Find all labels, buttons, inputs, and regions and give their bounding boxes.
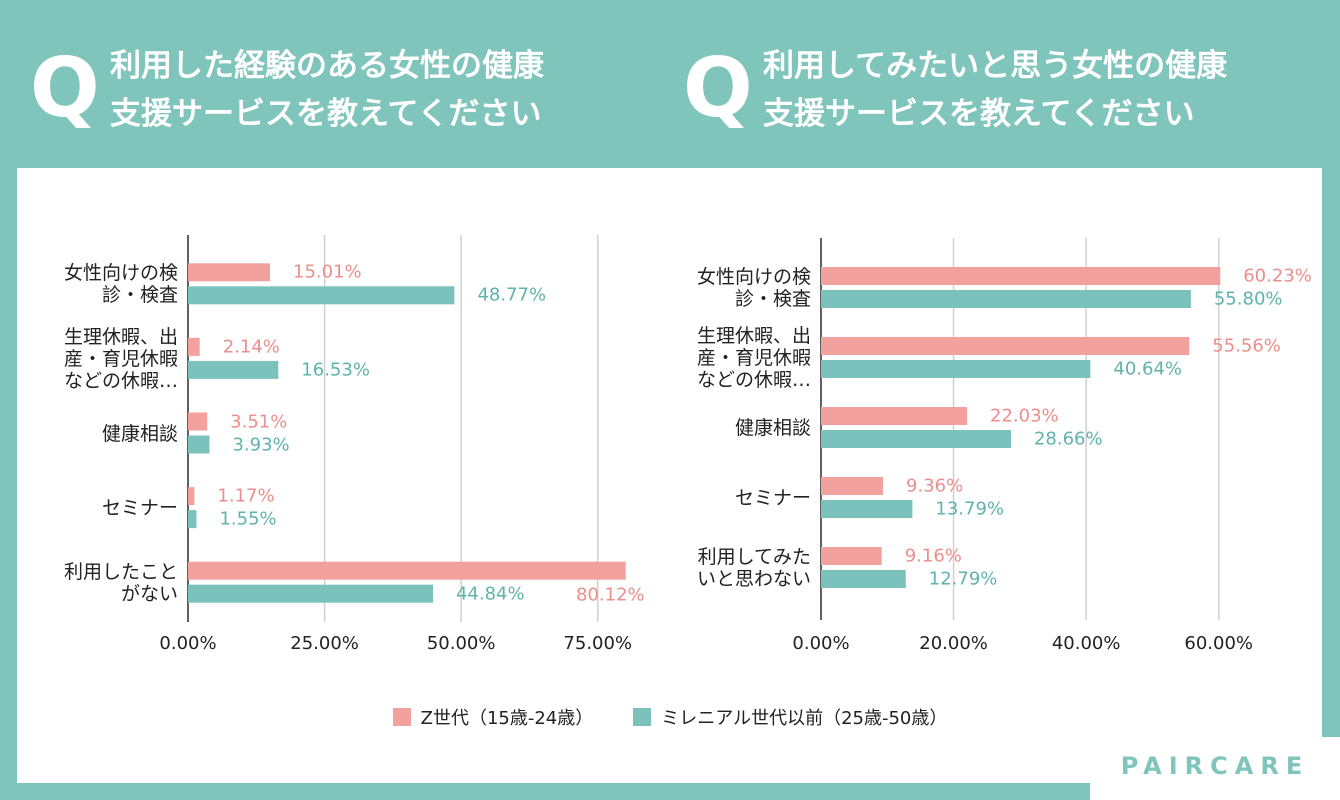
value-label: 3.93% bbox=[232, 434, 290, 455]
x-tick-label: 40.00% bbox=[1051, 633, 1121, 654]
legend: Z世代（15歳-24歳） ミレニアル世代以前（25歳-50歳） bbox=[0, 704, 1340, 730]
bar bbox=[821, 360, 1091, 378]
brand: PAIRCARE bbox=[1120, 752, 1310, 780]
y-tick-label: 健康相談 bbox=[734, 417, 811, 439]
y-tick-label: セミナー bbox=[101, 497, 178, 520]
value-label: 9.16% bbox=[904, 545, 962, 567]
x-tick-label: 25.00% bbox=[290, 633, 359, 654]
legend-label: ミレニアル世代以前（25歳-50歳） bbox=[661, 708, 948, 729]
brand-tab bbox=[1090, 737, 1340, 800]
bar bbox=[188, 487, 195, 506]
value-label: 22.03% bbox=[990, 405, 1059, 427]
y-tick-label: 利用してみた いと思わない bbox=[696, 546, 811, 590]
value-label: 44.84% bbox=[455, 583, 525, 605]
bar bbox=[188, 360, 279, 379]
bar bbox=[821, 267, 1221, 285]
bar bbox=[821, 570, 906, 588]
value-label: 12.79% bbox=[928, 568, 998, 590]
legend-item: ミレニアル世代以前（25歳-50歳） bbox=[633, 704, 947, 730]
bar bbox=[821, 547, 882, 565]
bar bbox=[821, 407, 968, 425]
value-label: 40.64% bbox=[1113, 358, 1183, 380]
bar bbox=[188, 435, 210, 454]
value-label: 28.66% bbox=[1033, 428, 1103, 450]
value-label: 1.55% bbox=[219, 508, 277, 530]
bar bbox=[188, 561, 626, 580]
value-label: 2.14% bbox=[222, 336, 280, 358]
chart-title: 利用した経験のある女性の健康 支援サービスを教えてください bbox=[110, 48, 544, 132]
value-label: 1.17% bbox=[217, 485, 275, 507]
bar bbox=[821, 337, 1190, 355]
value-label: 13.79% bbox=[935, 498, 1005, 520]
bar bbox=[188, 286, 455, 305]
x-tick-label: 60.00% bbox=[1184, 633, 1254, 654]
value-label: 16.53% bbox=[301, 359, 370, 381]
bar bbox=[821, 430, 1011, 448]
legend-swatch bbox=[633, 708, 652, 726]
y-tick-label: 女性向けの検 診・検査 bbox=[696, 266, 811, 310]
y-tick-label: 利用したこと がない bbox=[63, 560, 178, 605]
legend-item: Z世代（15歳-24歳） bbox=[392, 704, 594, 730]
title-marker: Q bbox=[683, 41, 753, 136]
bar bbox=[821, 290, 1191, 308]
y-tick-label: 生理休暇、出 産・育児休暇 などの休暇… bbox=[696, 325, 811, 391]
value-label: 9.36% bbox=[906, 475, 964, 497]
bar bbox=[188, 510, 197, 529]
value-label: 55.56% bbox=[1212, 335, 1281, 357]
value-label: 80.12% bbox=[576, 584, 645, 606]
value-label: 60.23% bbox=[1243, 265, 1312, 287]
bar bbox=[188, 584, 433, 603]
value-label: 15.01% bbox=[293, 261, 362, 283]
x-tick-label: 0.00% bbox=[159, 633, 217, 654]
value-label: 48.77% bbox=[477, 284, 547, 306]
bar bbox=[821, 500, 913, 518]
bar bbox=[188, 337, 200, 356]
bar bbox=[188, 263, 271, 282]
x-tick-label: 75.00% bbox=[563, 633, 633, 654]
y-tick-label: 健康相談 bbox=[101, 422, 178, 445]
value-label: 3.51% bbox=[230, 411, 288, 432]
bar bbox=[188, 412, 208, 431]
value-label: 55.80% bbox=[1213, 288, 1283, 310]
legend-swatch bbox=[392, 708, 411, 726]
bar bbox=[821, 477, 884, 495]
y-tick-label: 女性向けの検 診・検査 bbox=[63, 262, 178, 307]
x-tick-label: 50.00% bbox=[426, 633, 496, 654]
title-marker: Q bbox=[30, 41, 100, 136]
y-tick-label: 生理休暇、出 産・育児休暇 などの休暇… bbox=[63, 325, 178, 392]
y-tick-label: セミナー bbox=[734, 487, 811, 509]
x-tick-label: 20.00% bbox=[919, 633, 988, 654]
legend-label: Z世代（15歳-24歳） bbox=[420, 708, 594, 729]
x-tick-label: 0.00% bbox=[792, 633, 850, 654]
chart-title: 利用してみたいと思う女性の健康 支援サービスを教えてください bbox=[763, 48, 1228, 132]
